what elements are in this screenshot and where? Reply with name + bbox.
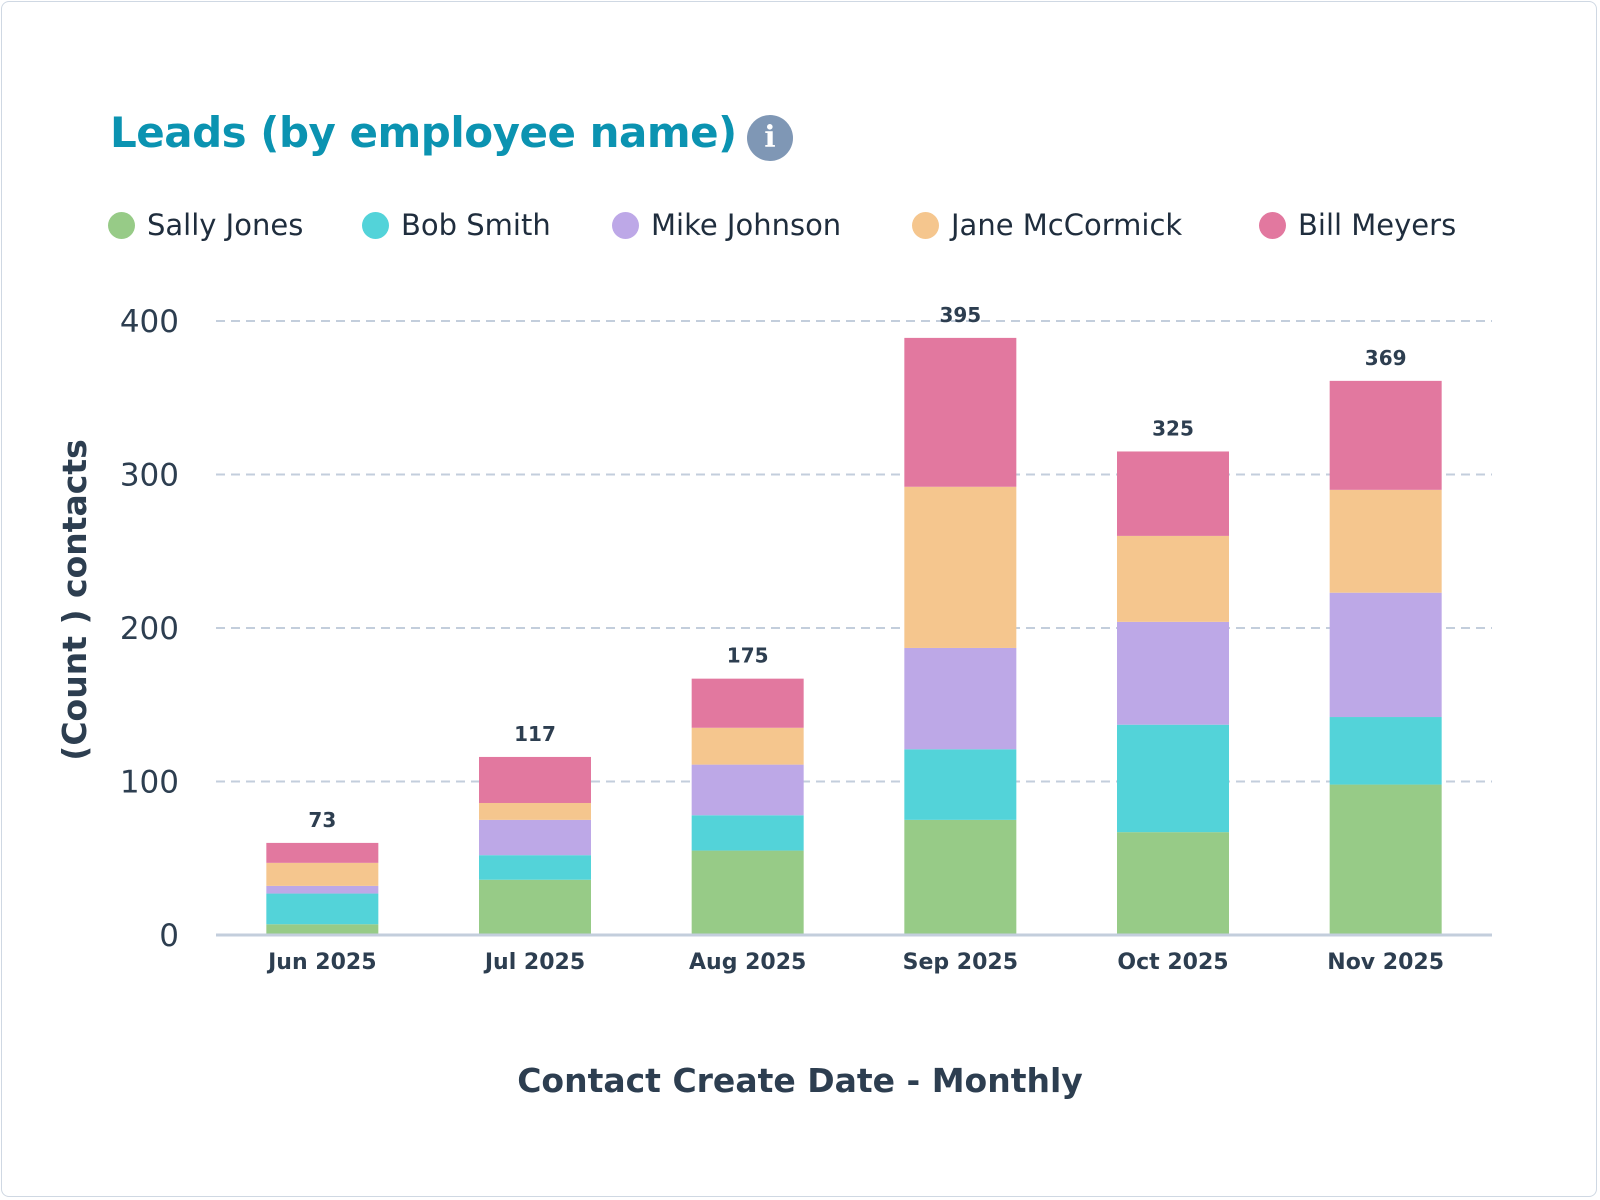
bar-total-label: 395 [939, 303, 981, 327]
bar-segment-bill-meyers [904, 337, 1017, 487]
x-axis-title: Contact Create Date - Monthly [517, 1061, 1083, 1100]
bar-total-label: 117 [514, 722, 556, 746]
legend-item[interactable]: Bob Smith [362, 208, 551, 242]
bar-segment-jane-mccormick [691, 727, 804, 765]
bar-segment-jane-mccormick [1329, 489, 1442, 593]
x-tick-label: Nov 2025 [1327, 950, 1444, 975]
y-axis-title: (Count ) contacts [55, 439, 94, 761]
y-tick-label: 300 [120, 458, 179, 494]
legend-label: Bob Smith [401, 208, 551, 242]
bar-segment-bob-smith [691, 815, 804, 851]
bar-segment-mike-johnson [691, 764, 804, 816]
legend-swatch [362, 211, 389, 239]
bar-segment-jane-mccormick [266, 862, 379, 886]
bar-segment-jane-mccormick [1117, 535, 1229, 622]
bar-segment-mike-johnson [1329, 592, 1442, 718]
legend-label: Sally Jones [147, 208, 304, 242]
legend-label: Bill Meyers [1298, 208, 1457, 242]
bar-segment-bill-meyers [1329, 380, 1442, 490]
y-tick-label: 0 [159, 918, 179, 954]
bar-segment-mike-johnson [479, 819, 591, 856]
bar-segment-bob-smith [1117, 724, 1229, 833]
legend-swatch [108, 211, 135, 239]
legend-item[interactable]: Jane McCormick [912, 208, 1182, 242]
legend-item[interactable]: Mike Johnson [612, 208, 841, 242]
legend-label: Jane McCormick [951, 208, 1183, 242]
bar-segment-sally-jones [1329, 784, 1442, 935]
bar-total-label: 325 [1152, 416, 1194, 440]
x-tick-label: Jul 2025 [483, 950, 585, 975]
bar-segment-bob-smith [904, 749, 1017, 820]
x-tick-label: Oct 2025 [1117, 950, 1228, 975]
y-tick-label: 100 [120, 765, 179, 801]
bar-segment-bill-meyers [479, 756, 591, 803]
bar-segment-jane-mccormick [479, 802, 591, 820]
bar-segment-bob-smith [479, 855, 591, 880]
legend-item[interactable]: Sally Jones [108, 208, 303, 242]
legend-item[interactable]: Bill Meyers [1259, 208, 1456, 242]
bar-segment-mike-johnson [266, 885, 379, 894]
bar-segment-bob-smith [1329, 717, 1442, 785]
bar-segment-mike-johnson [904, 647, 1017, 750]
bar-segment-jane-mccormick [904, 486, 1017, 648]
legend-swatch [612, 211, 639, 239]
info-icon[interactable]: i [747, 115, 793, 161]
legend-label: Mike Johnson [651, 208, 842, 242]
bar-segment-sally-jones [1117, 832, 1229, 935]
bar-total-label: 369 [1365, 346, 1407, 370]
legend-swatch [912, 211, 939, 239]
bar-total-label: 73 [308, 808, 336, 832]
y-tick-label: 200 [120, 611, 179, 647]
bar-segment-mike-johnson [1117, 621, 1229, 725]
legend-swatch [1259, 211, 1286, 239]
x-tick-label: Aug 2025 [689, 950, 806, 975]
bar-segment-sally-jones [266, 924, 379, 935]
bar-segment-bob-smith [266, 893, 379, 925]
bar-segment-sally-jones [691, 850, 804, 935]
x-tick-label: Sep 2025 [903, 950, 1018, 975]
bar-segment-bill-meyers [691, 678, 804, 728]
bar-segment-sally-jones [904, 819, 1017, 935]
bar-segment-bill-meyers [266, 842, 379, 863]
x-tick-label: Jun 2025 [266, 950, 376, 975]
bar-total-label: 175 [727, 644, 769, 668]
y-tick-label: 400 [120, 304, 179, 340]
bar-segment-sally-jones [479, 879, 591, 935]
chart-title: Leads (by employee name) [110, 108, 737, 157]
bar-segment-bill-meyers [1117, 451, 1229, 536]
